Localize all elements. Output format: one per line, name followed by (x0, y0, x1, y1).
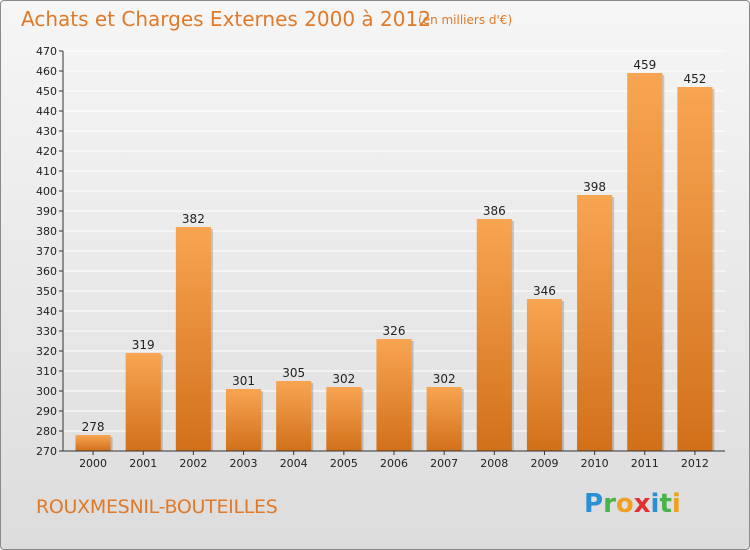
bar (75, 435, 111, 451)
y-tick-label: 330 (36, 325, 57, 338)
y-tick-label: 310 (36, 365, 57, 378)
bar (225, 389, 262, 451)
y-tick-label: 300 (36, 385, 57, 398)
y-tick-label: 450 (36, 85, 57, 98)
x-tick-label: 2006 (380, 457, 408, 470)
x-tick-label: 2000 (79, 457, 107, 470)
x-tick-label: 2007 (430, 457, 458, 470)
y-tick-label: 370 (36, 245, 57, 258)
bar (577, 195, 613, 451)
y-tick-label: 290 (36, 405, 57, 418)
bar (526, 299, 563, 451)
bar-value-label: 326 (383, 324, 406, 338)
x-tick-label: 2004 (280, 457, 308, 470)
bar-value-label: 382 (182, 212, 205, 226)
logo-letter: i (671, 489, 681, 519)
chart-subtitle: (en milliers d'€) (418, 13, 513, 27)
commune-name: ROUXMESNIL-BOUTEILLES (36, 496, 278, 518)
logo-letter: i (650, 489, 660, 519)
y-tick-label: 400 (36, 185, 57, 198)
y-tick-label: 270 (36, 445, 57, 458)
bar (627, 73, 663, 451)
bar-value-label: 398 (583, 180, 606, 194)
bar (175, 227, 211, 451)
y-tick-label: 280 (36, 425, 57, 438)
x-tick-label: 2001 (129, 457, 157, 470)
x-tick-label: 2002 (179, 457, 207, 470)
y-tick-label: 340 (36, 305, 57, 318)
y-tick-label: 320 (36, 345, 57, 358)
x-tick-label: 2003 (230, 457, 258, 470)
bar-value-label: 302 (433, 372, 456, 386)
y-tick-label: 470 (36, 45, 57, 58)
logo-letter: o (615, 489, 634, 519)
y-tick-label: 380 (36, 225, 57, 238)
chart-title: Achats et Charges Externes 2000 à 2012 (21, 7, 431, 31)
x-tick-label: 2005 (330, 457, 358, 470)
y-tick-label: 460 (36, 65, 57, 78)
bar (476, 219, 512, 451)
bar-value-label: 319 (132, 338, 155, 352)
bar-value-label: 301 (232, 374, 255, 388)
bar-value-label: 386 (483, 204, 506, 218)
bar-value-label: 346 (533, 284, 556, 298)
bar (276, 381, 312, 451)
bar-value-label: 452 (683, 72, 706, 86)
logo-letter: P (584, 489, 604, 519)
y-tick-label: 410 (36, 165, 57, 178)
y-tick-label: 430 (36, 125, 57, 138)
logo-letter: r (603, 489, 616, 519)
bar (125, 353, 161, 451)
x-tick-label: 2010 (581, 457, 609, 470)
bar (426, 387, 462, 451)
bar-value-label: 305 (282, 366, 305, 380)
bar (326, 387, 362, 451)
bar (677, 87, 713, 451)
x-tick-label: 2008 (480, 457, 508, 470)
bar-value-label: 459 (633, 58, 656, 72)
logo-letter: x (633, 489, 651, 519)
x-tick-label: 2011 (631, 457, 659, 470)
y-tick-label: 440 (36, 105, 57, 118)
x-tick-label: 2009 (530, 457, 558, 470)
y-tick-label: 390 (36, 205, 57, 218)
y-tick-label: 420 (36, 145, 57, 158)
y-tick-label: 360 (36, 265, 57, 278)
logo-letter: t (659, 489, 672, 519)
x-tick-label: 2012 (681, 457, 709, 470)
bar-value-label: 278 (82, 420, 105, 434)
bar (376, 339, 412, 451)
proxiti-logo[interactable]: Proxiti (584, 489, 681, 519)
y-tick-label: 350 (36, 285, 57, 298)
bar-value-label: 302 (332, 372, 355, 386)
